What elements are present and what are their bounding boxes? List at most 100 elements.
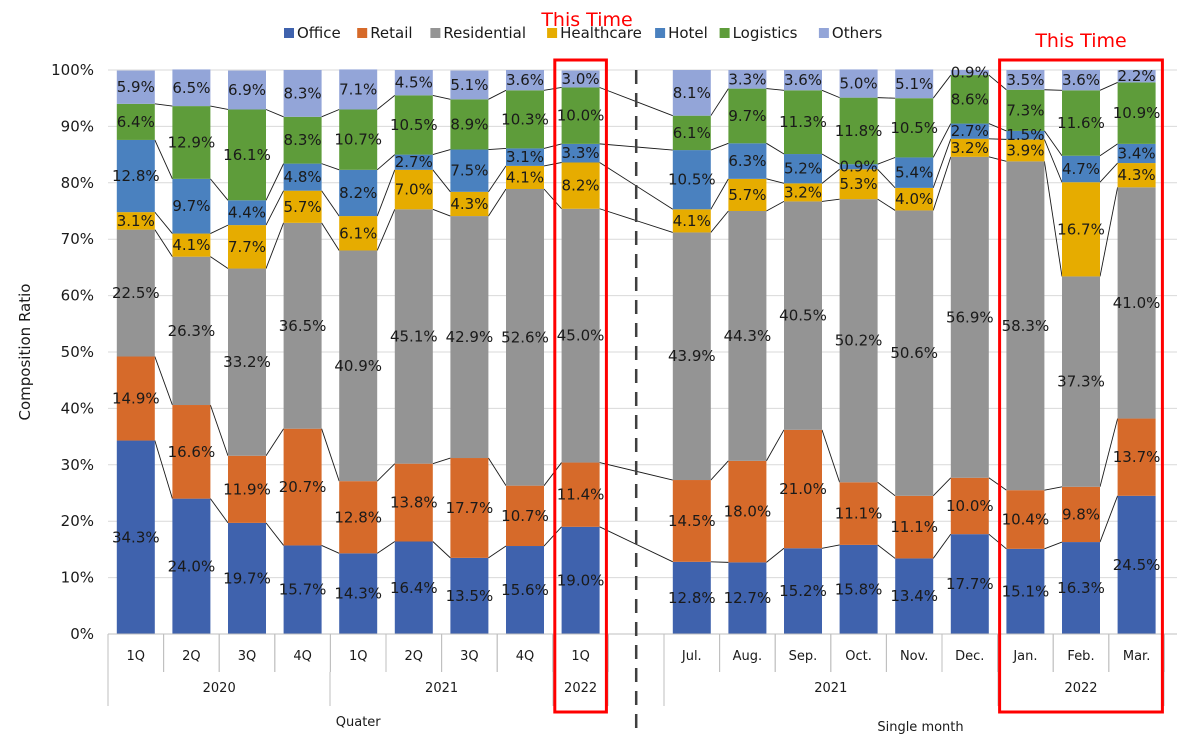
legend-entry: Hotel <box>668 24 708 42</box>
connector-line <box>877 168 896 189</box>
connector-line <box>321 428 340 482</box>
bar-segment <box>839 169 878 200</box>
data-label: 17.7% <box>946 575 994 593</box>
bar-segment <box>561 526 600 634</box>
bar-segment <box>950 534 989 634</box>
x-tick-label: 4Q <box>293 649 312 664</box>
bar-segment <box>450 216 489 459</box>
bar-segment <box>283 428 322 546</box>
connector-line <box>376 463 396 482</box>
data-label: 3.1% <box>506 148 544 166</box>
bar-segment <box>172 178 211 234</box>
data-label: 10.9% <box>1113 104 1161 122</box>
connector-line <box>1099 418 1119 487</box>
data-label: 12.8% <box>112 167 160 185</box>
bar-segment <box>1006 70 1045 90</box>
bar-segment <box>561 87 600 144</box>
x-tick-label: 2Q <box>182 649 201 664</box>
bar-segment <box>672 209 711 233</box>
x-year-label: 2021 <box>814 681 847 696</box>
connector-line <box>210 178 229 201</box>
bar-segment <box>784 70 822 91</box>
legend: Office Retail Residential Healthcare Hotel Lo… <box>284 24 882 42</box>
bar-segment <box>506 189 544 486</box>
bar-segment <box>116 70 155 104</box>
connector-line <box>710 178 729 210</box>
connector-line <box>154 356 173 406</box>
legend-swatch <box>547 28 558 38</box>
data-label: 0.9% <box>840 158 878 176</box>
bar-segment <box>1062 542 1100 634</box>
connector-line <box>488 147 507 150</box>
data-label: 4.1% <box>506 168 544 186</box>
bar-segment <box>839 199 878 483</box>
bar-segment <box>839 482 878 545</box>
connector-line <box>321 190 340 217</box>
connector-line <box>210 256 229 269</box>
bar-stack <box>784 70 822 634</box>
bar-segment <box>895 187 934 211</box>
connector-line <box>1044 89 1063 91</box>
connector-line <box>988 533 1007 550</box>
connector-line <box>432 457 451 465</box>
y-tick-label: 40% <box>61 399 94 417</box>
connector-line <box>488 165 507 193</box>
bar-segment <box>728 70 767 89</box>
connector-line <box>154 229 173 257</box>
legend-swatch <box>430 28 441 38</box>
bar-segment <box>506 148 544 166</box>
data-label: 5.7% <box>728 186 766 204</box>
data-label: 7.5% <box>450 162 488 180</box>
connector-line <box>488 457 507 486</box>
bar-segment <box>561 208 600 463</box>
bar-stack <box>839 69 878 634</box>
highlight-label: This Time <box>540 9 632 31</box>
bar-segment <box>784 201 822 430</box>
data-label: 6.4% <box>117 113 155 131</box>
y-tick-label: 10% <box>61 569 94 587</box>
bar-segment <box>506 485 544 547</box>
data-label: 8.2% <box>339 184 377 202</box>
data-label: 2.7% <box>395 153 433 171</box>
y-tick-label: 60% <box>61 287 94 305</box>
data-label: 24.5% <box>1113 556 1161 574</box>
data-label: 52.6% <box>501 328 549 346</box>
series-connector-lines <box>154 74 1119 563</box>
bar-segment <box>839 97 878 165</box>
connector-line <box>1044 541 1063 550</box>
data-label: 5.3% <box>840 175 878 193</box>
connector-line <box>1099 81 1118 91</box>
data-label: 3.6% <box>784 71 822 89</box>
data-label: 56.9% <box>946 308 994 326</box>
connector-line <box>265 428 284 457</box>
data-label: 12.9% <box>168 133 216 151</box>
y-tick-label: 70% <box>61 230 94 248</box>
legend-entry: Office <box>297 24 341 42</box>
connector-line <box>932 477 952 497</box>
bar-segment <box>1117 70 1156 83</box>
connector-line <box>1099 143 1118 157</box>
bar-segment <box>561 462 600 527</box>
bar-segment <box>1006 161 1045 491</box>
data-label: 20.7% <box>279 478 327 496</box>
connector-line <box>766 201 785 212</box>
data-label: 16.7% <box>1057 220 1105 238</box>
bar-segment <box>394 95 433 155</box>
bar-segment <box>950 477 989 535</box>
bar-stack <box>950 70 989 634</box>
data-label: 16.6% <box>168 443 216 461</box>
data-label: 19.0% <box>557 571 605 589</box>
data-label: 14.5% <box>668 512 716 530</box>
y-tick-label: 90% <box>61 117 94 135</box>
connector-line <box>877 198 896 211</box>
bar-segment <box>339 216 378 251</box>
data-label: 3.9% <box>1006 141 1044 159</box>
connector-line <box>766 429 785 462</box>
connector-line <box>1099 187 1119 277</box>
connector-line <box>821 429 841 483</box>
x-tick-label: Jan. <box>1012 649 1037 664</box>
legend-entry: Logistics <box>733 24 798 42</box>
data-label: 6.1% <box>673 124 711 142</box>
connector-line <box>932 74 952 99</box>
connector-line <box>1044 130 1063 156</box>
